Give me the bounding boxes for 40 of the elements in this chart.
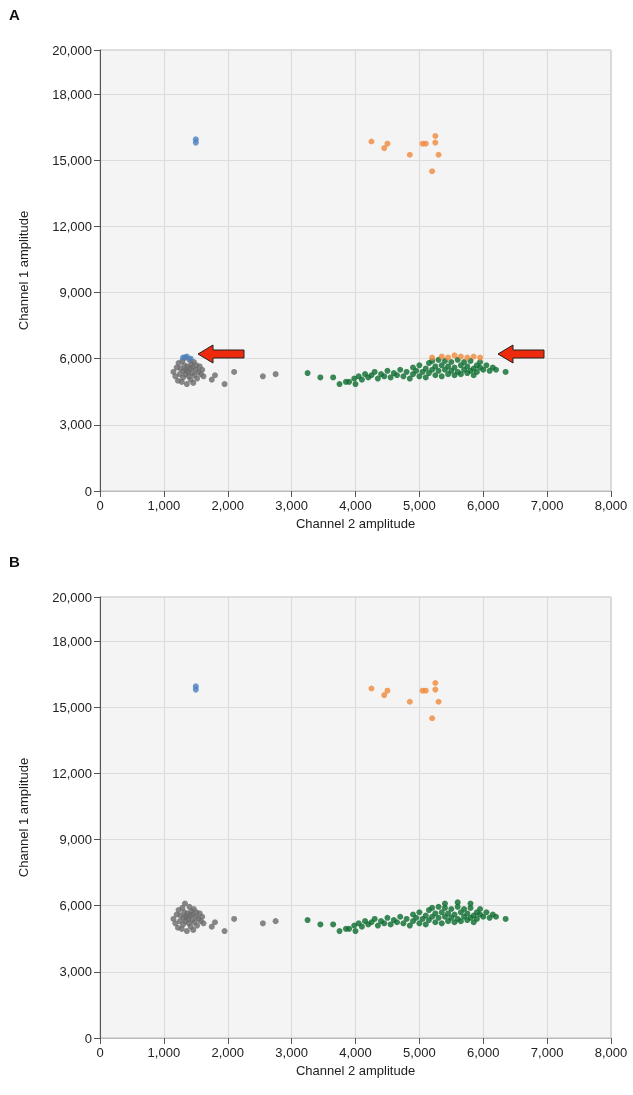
x-tick-label: 3,000: [275, 498, 308, 513]
y-axis-title: Channel 1 amplitude: [16, 210, 31, 331]
y-axis-title: Channel 1 amplitude: [16, 757, 31, 878]
y-tick-label: 18,000: [52, 633, 92, 649]
chart-title: A: [9, 6, 20, 23]
y-tick-label: 18,000: [52, 86, 92, 102]
y-tick-label: 12,000: [52, 765, 92, 781]
x-tick-label: 7,000: [530, 498, 564, 513]
y-tick-label: 0: [84, 483, 92, 499]
x-tick-label: 3,000: [275, 1045, 308, 1060]
y-tick-label: 9,000: [59, 832, 92, 848]
y-tick-label: 20,000: [52, 42, 92, 58]
y-tick-label: 20,000: [52, 589, 92, 605]
y-tick-label: 3,000: [59, 417, 92, 433]
x-tick-label: 5,000: [403, 498, 436, 513]
y-tick-label: 15,000: [52, 699, 92, 715]
x-tick-label: 2,000: [211, 498, 245, 513]
x-tick-label: 1,000: [147, 1045, 181, 1060]
y-tick-label: 0: [84, 1030, 92, 1046]
x-tick-label: 1,000: [147, 498, 181, 513]
x-tick-label: 5,000: [403, 1045, 436, 1060]
x-tick-label: 0: [96, 1045, 104, 1060]
x-tick-label: 2,000: [211, 1045, 245, 1060]
y-tick-label: 9,000: [59, 285, 92, 301]
x-tick-label: 4,000: [339, 1045, 372, 1060]
chart-title: B: [9, 553, 20, 570]
x-tick-label: 7,000: [530, 1045, 564, 1060]
y-tick-label: 6,000: [59, 351, 92, 367]
y-tick-label: 3,000: [59, 964, 92, 980]
x-tick-label: 0: [96, 498, 104, 513]
y-tick-label: 6,000: [59, 898, 92, 914]
y-tick-label: 12,000: [52, 218, 92, 234]
x-tick-label: 4,000: [339, 498, 372, 513]
x-axis-title: Channel 2 amplitude: [295, 1063, 416, 1078]
x-tick-label: 8,000: [594, 1045, 628, 1060]
y-tick-label: 15,000: [52, 152, 92, 168]
x-tick-label: 6,000: [466, 1045, 500, 1060]
x-tick-label: 8,000: [594, 498, 628, 513]
x-tick-label: 6,000: [466, 498, 500, 513]
x-axis-title: Channel 2 amplitude: [295, 516, 416, 531]
